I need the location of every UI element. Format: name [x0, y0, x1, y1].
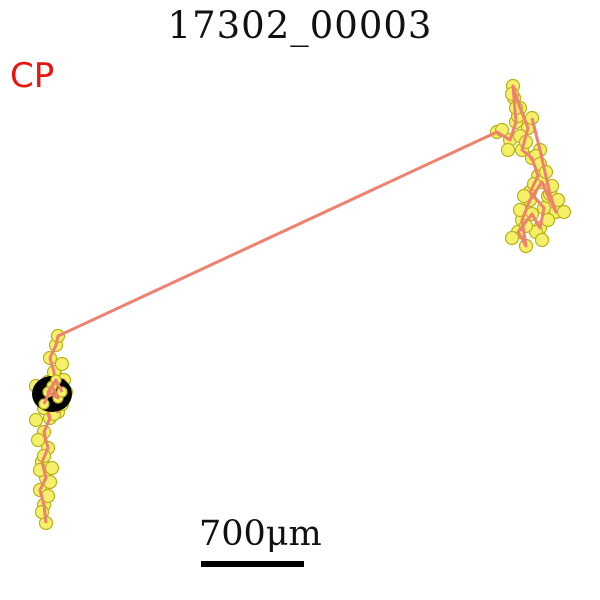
- plot-title: 17302_00003: [167, 4, 433, 47]
- track-point: [30, 432, 46, 448]
- track-point: [556, 204, 572, 220]
- track-point: [54, 356, 70, 372]
- track-line: [38, 84, 558, 524]
- track-point: [500, 142, 516, 158]
- condition-label: CP: [10, 56, 55, 96]
- scale-bar-label: 700μm: [199, 514, 322, 554]
- track-point: [28, 412, 44, 428]
- track-point: [534, 232, 550, 248]
- track-points: [28, 78, 572, 531]
- track-point: [504, 230, 520, 246]
- track-point: [44, 460, 60, 476]
- track-line-overlay: [42, 378, 64, 405]
- scale-bar: [201, 561, 304, 567]
- track-point: [516, 188, 532, 204]
